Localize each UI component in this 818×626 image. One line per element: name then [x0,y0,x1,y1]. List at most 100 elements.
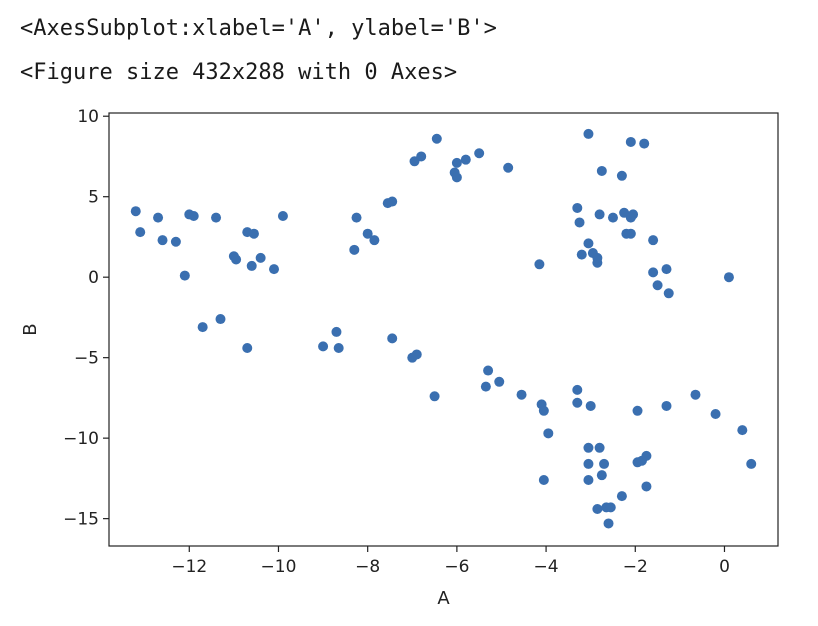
data-point [474,148,485,159]
data-point [594,209,605,220]
data-point [277,211,288,222]
data-point [616,170,627,181]
data-point [576,249,587,260]
data-point [607,212,618,223]
data-point [460,154,471,165]
data-point [255,252,266,263]
data-point [583,442,594,453]
data-point [594,442,605,453]
data-point [652,280,663,291]
data-point [639,138,650,149]
data-point [585,400,596,411]
x-tick-label: −4 [534,557,559,577]
data-point [592,252,603,263]
y-tick-label: 10 [77,107,99,127]
data-point [429,391,440,402]
x-tick-label: −2 [623,557,648,577]
data-point [625,136,636,147]
x-axis-ticks: −12 −10 −8 −6 −4 −2 0 [171,546,730,577]
data-point [616,491,627,502]
x-axis-label: A [437,588,450,609]
y-tick-label: 0 [88,268,99,288]
x-tick-label: 0 [719,557,730,577]
data-point [572,202,583,213]
data-point [661,264,672,275]
data-point [746,458,757,469]
data-point [197,322,208,333]
data-point [583,238,594,249]
scatter-points [130,128,757,529]
data-point [333,343,344,354]
data-point [269,264,280,275]
data-point [451,157,462,168]
data-point [534,259,545,270]
data-point [416,151,427,162]
data-point [543,428,554,439]
data-point [170,236,181,247]
data-point [723,272,734,283]
data-point [483,365,494,376]
data-point [516,389,527,400]
data-point [135,227,146,238]
data-point [583,475,594,485]
data-point [574,217,585,228]
data-point [628,209,639,220]
data-point [215,314,226,325]
data-point [605,502,616,513]
y-tick-label: −15 [63,510,99,530]
data-point [596,165,607,176]
data-point [387,333,398,344]
data-point [369,235,380,246]
y-tick-label: −10 [63,429,99,449]
data-point [641,450,652,461]
data-point [641,481,652,492]
data-point [246,260,257,271]
x-tick-label: −12 [171,557,207,577]
data-point [603,518,614,529]
data-point [503,162,514,173]
data-point [632,405,643,416]
data-point [351,212,362,223]
data-point [572,384,583,395]
data-point [130,206,141,217]
data-point [248,228,259,239]
x-tick-label: −6 [444,557,469,577]
data-point [362,228,373,239]
output-text-figure-size: <Figure size 432x288 with 0 Axes> [20,60,458,85]
data-point [387,196,398,207]
data-point [661,400,672,411]
data-point [242,343,253,354]
data-point [411,349,422,360]
x-tick-label: −10 [261,557,297,577]
y-tick-label: −5 [74,349,99,369]
data-point [648,235,659,246]
data-point [663,288,674,299]
data-point [153,212,164,223]
data-point [625,228,636,239]
data-point [648,267,659,278]
x-tick-label: −8 [355,557,380,577]
data-point [318,341,329,352]
output-text-axes-subplot: <AxesSubplot:xlabel='A', ylabel='B'> [20,16,497,41]
data-point [494,376,505,387]
data-point [157,235,168,246]
data-point [451,172,462,183]
data-point [480,381,491,392]
plot-frame [108,112,779,547]
data-point [231,254,242,265]
data-point [538,475,549,485]
y-axis-label: B [20,323,41,335]
data-point [331,326,342,337]
data-point [592,503,603,514]
data-point [599,458,610,469]
data-point [690,389,701,400]
data-point [583,458,594,469]
data-point [583,128,594,139]
data-point [538,405,549,416]
data-point [349,244,360,255]
data-point [710,409,721,420]
data-point [431,133,442,144]
data-point [737,425,748,436]
data-point [188,211,199,222]
